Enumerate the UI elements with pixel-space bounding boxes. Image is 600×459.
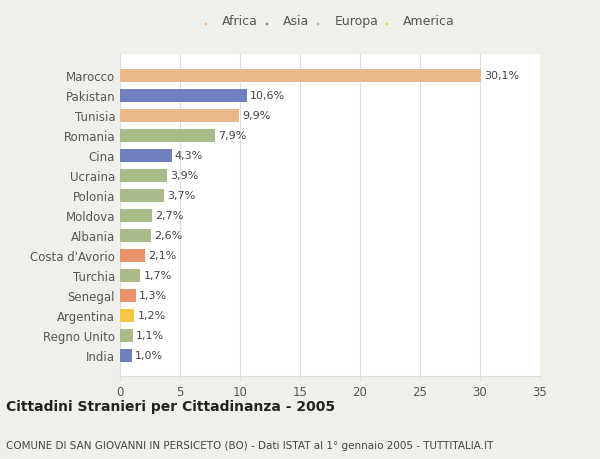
Text: COMUNE DI SAN GIOVANNI IN PERSICETO (BO) - Dati ISTAT al 1° gennaio 2005 - TUTTI: COMUNE DI SAN GIOVANNI IN PERSICETO (BO)… xyxy=(6,440,493,450)
Bar xyxy=(120,110,239,123)
Bar xyxy=(120,150,172,162)
Text: 3,9%: 3,9% xyxy=(170,171,198,181)
Legend: Africa, Asia, Europa, America: Africa, Asia, Europa, America xyxy=(200,10,460,33)
Text: 1,0%: 1,0% xyxy=(135,350,163,360)
Text: 1,3%: 1,3% xyxy=(139,291,167,301)
Bar xyxy=(120,129,215,142)
Bar xyxy=(120,90,247,102)
Bar xyxy=(120,329,133,342)
Text: 9,9%: 9,9% xyxy=(242,111,270,121)
Text: 2,1%: 2,1% xyxy=(148,251,176,261)
Bar xyxy=(120,269,140,282)
Bar xyxy=(120,229,151,242)
Bar xyxy=(120,209,152,222)
Text: 1,1%: 1,1% xyxy=(136,330,164,340)
Text: 4,3%: 4,3% xyxy=(175,151,203,161)
Text: 2,6%: 2,6% xyxy=(154,231,182,241)
Text: 10,6%: 10,6% xyxy=(250,91,286,101)
Text: Cittadini Stranieri per Cittadinanza - 2005: Cittadini Stranieri per Cittadinanza - 2… xyxy=(6,399,335,413)
Text: 1,2%: 1,2% xyxy=(137,310,166,320)
Bar xyxy=(120,70,481,83)
Text: 2,7%: 2,7% xyxy=(155,211,184,221)
Text: 3,7%: 3,7% xyxy=(167,191,196,201)
Bar xyxy=(120,349,132,362)
Bar xyxy=(120,289,136,302)
Bar xyxy=(120,189,164,202)
Text: 1,7%: 1,7% xyxy=(143,270,172,280)
Bar xyxy=(120,309,134,322)
Text: 30,1%: 30,1% xyxy=(484,71,520,81)
Bar xyxy=(120,249,145,262)
Bar xyxy=(120,169,167,182)
Text: 7,9%: 7,9% xyxy=(218,131,246,141)
